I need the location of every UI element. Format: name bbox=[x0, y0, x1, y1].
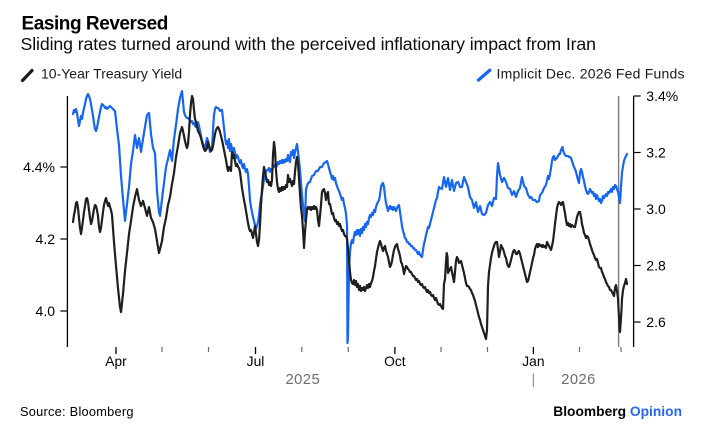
svg-text:Sliding rates turned around wi: Sliding rates turned around with the per… bbox=[21, 34, 596, 54]
svg-text:2025: 2025 bbox=[285, 372, 320, 388]
svg-text:Implicit Dec. 2026 Fed Funds: Implicit Dec. 2026 Fed Funds bbox=[497, 66, 685, 82]
svg-text:Oct: Oct bbox=[384, 354, 406, 369]
svg-text:2.8: 2.8 bbox=[646, 257, 666, 273]
svg-text:Source: Bloomberg: Source: Bloomberg bbox=[20, 404, 134, 419]
svg-text:10-Year Treasury Yield: 10-Year Treasury Yield bbox=[41, 66, 182, 82]
svg-text:2.6: 2.6 bbox=[646, 314, 666, 330]
svg-text:Jul: Jul bbox=[247, 354, 265, 369]
svg-text:3.2: 3.2 bbox=[646, 144, 666, 160]
svg-text:4.0: 4.0 bbox=[36, 303, 56, 319]
svg-text:3.4%: 3.4% bbox=[646, 88, 678, 104]
svg-text:Easing Reversed: Easing Reversed bbox=[22, 13, 168, 34]
svg-text:2026: 2026 bbox=[561, 372, 596, 388]
svg-text:4.4%: 4.4% bbox=[23, 159, 55, 175]
svg-text:4.2: 4.2 bbox=[36, 231, 56, 247]
svg-text:Jan: Jan bbox=[522, 354, 544, 369]
svg-text:Apr: Apr bbox=[105, 354, 127, 369]
svg-text:Bloomberg Opinion: Bloomberg Opinion bbox=[553, 404, 682, 419]
svg-text:3.0: 3.0 bbox=[646, 201, 666, 217]
